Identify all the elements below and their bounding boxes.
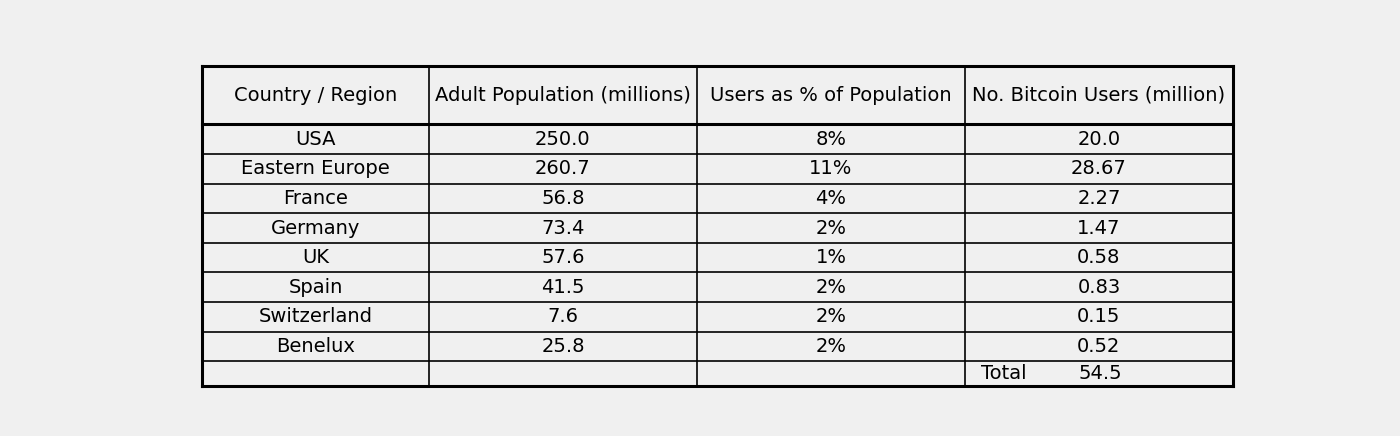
Text: Adult Population (millions): Adult Population (millions)	[435, 85, 690, 105]
Text: 2%: 2%	[815, 337, 847, 356]
Text: 25.8: 25.8	[542, 337, 585, 356]
Text: 2.27: 2.27	[1077, 189, 1120, 208]
Text: 8%: 8%	[815, 130, 847, 149]
Text: 2%: 2%	[815, 218, 847, 238]
Text: 28.67: 28.67	[1071, 160, 1127, 178]
Text: Switzerland: Switzerland	[259, 307, 372, 326]
Text: Total: Total	[981, 364, 1026, 383]
Text: 20.0: 20.0	[1078, 130, 1120, 149]
Text: 7.6: 7.6	[547, 307, 578, 326]
Text: Benelux: Benelux	[276, 337, 356, 356]
Text: Eastern Europe: Eastern Europe	[241, 160, 389, 178]
Text: 0.15: 0.15	[1077, 307, 1120, 326]
Text: 4%: 4%	[815, 189, 847, 208]
Text: No. Bitcoin Users (million): No. Bitcoin Users (million)	[973, 85, 1225, 105]
Text: 250.0: 250.0	[535, 130, 591, 149]
Text: 57.6: 57.6	[542, 248, 585, 267]
Text: USA: USA	[295, 130, 336, 149]
Text: Country / Region: Country / Region	[234, 85, 398, 105]
Text: 260.7: 260.7	[535, 160, 591, 178]
Text: 41.5: 41.5	[542, 278, 585, 297]
Text: 0.58: 0.58	[1077, 248, 1120, 267]
Text: 2%: 2%	[815, 278, 847, 297]
Text: UK: UK	[302, 248, 329, 267]
Text: 56.8: 56.8	[542, 189, 585, 208]
Text: 0.83: 0.83	[1077, 278, 1120, 297]
Text: 2%: 2%	[815, 307, 847, 326]
Text: 73.4: 73.4	[542, 218, 585, 238]
Text: 11%: 11%	[809, 160, 853, 178]
Text: France: France	[283, 189, 349, 208]
Text: 1.47: 1.47	[1077, 218, 1120, 238]
Text: Spain: Spain	[288, 278, 343, 297]
Text: 1%: 1%	[815, 248, 847, 267]
Text: 54.5: 54.5	[1079, 364, 1123, 383]
Text: Users as % of Population: Users as % of Population	[710, 85, 952, 105]
Text: Germany: Germany	[270, 218, 360, 238]
Text: 0.52: 0.52	[1077, 337, 1120, 356]
